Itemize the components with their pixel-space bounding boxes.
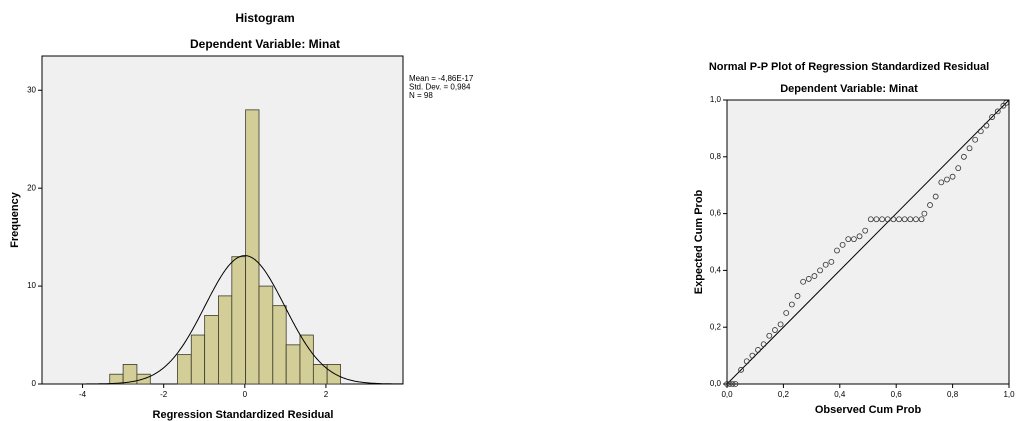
point — [955, 165, 962, 172]
point — [755, 347, 761, 353]
stat-label: Mean = -4,86E-17 — [409, 74, 474, 83]
point — [724, 381, 730, 387]
x-tick-label: 0 — [243, 390, 248, 399]
point — [884, 216, 891, 223]
point — [738, 366, 744, 373]
point — [921, 210, 928, 217]
x-tick-label: -2 — [160, 390, 168, 399]
point — [729, 381, 736, 387]
bar — [258, 285, 274, 385]
point — [966, 145, 973, 152]
point — [800, 278, 807, 285]
point — [890, 216, 897, 223]
bar — [285, 344, 301, 385]
point — [743, 358, 750, 365]
point — [983, 122, 990, 129]
bar — [326, 364, 341, 385]
stat-label: N = 98 — [409, 91, 433, 100]
point — [726, 381, 733, 387]
chart-subtitle: Dependent Variable: Minat — [780, 83, 918, 95]
point — [901, 216, 908, 223]
x-tick-label: 1,0 — [1003, 390, 1015, 399]
point — [788, 301, 795, 308]
y-tick-label: 0,4 — [710, 266, 722, 275]
normal-curve — [42, 255, 404, 385]
point — [783, 310, 790, 316]
point — [994, 108, 1001, 115]
point — [960, 153, 967, 160]
point — [913, 216, 919, 223]
y-tick-label: 0,6 — [710, 209, 722, 218]
x-tick-label: 0,4 — [834, 390, 846, 399]
point — [867, 216, 874, 223]
point — [972, 136, 979, 143]
reference-line — [726, 99, 1010, 385]
chart-subtitle: Dependent Variable: Minat — [190, 37, 340, 51]
chart-title: Histogram — [235, 11, 294, 25]
stat-label: Std. Dev. = 0,984 — [409, 83, 471, 92]
point — [845, 236, 852, 243]
bar — [245, 109, 260, 385]
y-tick-label: 10 — [27, 281, 36, 290]
point — [927, 202, 933, 208]
point — [856, 233, 863, 240]
point — [873, 216, 880, 223]
point — [977, 128, 984, 135]
point — [828, 258, 835, 265]
x-tick-label: 0,2 — [778, 390, 790, 399]
bar — [177, 354, 192, 385]
chart-title: Normal P-P Plot of Regression Standardiz… — [709, 61, 989, 73]
point — [772, 327, 778, 333]
y-tick-label: 0,2 — [710, 322, 722, 331]
point — [918, 216, 925, 223]
point — [851, 236, 857, 243]
y-tick-label: 0,8 — [710, 152, 722, 161]
point — [944, 176, 950, 183]
y-axis-label: Expected Cum Prob — [693, 189, 705, 294]
point — [839, 241, 846, 248]
point — [938, 179, 945, 186]
y-tick-label: 30 — [27, 85, 36, 94]
point — [907, 216, 914, 223]
point — [794, 293, 801, 299]
point — [817, 267, 823, 274]
bar — [299, 334, 314, 385]
point — [949, 173, 956, 180]
point — [862, 227, 869, 234]
point — [760, 341, 767, 348]
point — [822, 261, 829, 268]
point — [805, 276, 812, 282]
point — [811, 273, 818, 279]
point — [879, 216, 885, 223]
point — [766, 332, 773, 339]
x-axis-label: Regression Standardized Residual — [153, 409, 334, 421]
y-tick-label: 0,0 — [710, 379, 722, 388]
bar — [190, 334, 206, 385]
y-tick-label: 1,0 — [710, 95, 722, 104]
y-axis-label: Frequency — [9, 191, 21, 248]
x-axis-label: Observed Cum Prob — [815, 404, 922, 416]
point — [989, 114, 995, 120]
point — [1003, 99, 1010, 106]
y-tick-label: 0 — [32, 379, 37, 388]
bar — [204, 315, 219, 385]
point — [932, 193, 939, 200]
x-tick-label: 0,8 — [947, 390, 959, 399]
bar — [272, 305, 287, 385]
bar — [218, 295, 233, 385]
point — [749, 352, 756, 359]
point — [896, 216, 902, 223]
point — [732, 381, 739, 387]
point — [777, 321, 784, 328]
bar — [231, 256, 247, 385]
x-tick-label: 0,0 — [721, 390, 733, 399]
x-tick-label: -4 — [79, 390, 87, 399]
x-tick-label: 0,6 — [891, 390, 903, 399]
point — [834, 247, 840, 254]
x-tick-label: 2 — [324, 390, 329, 399]
y-tick-label: 20 — [27, 183, 36, 192]
